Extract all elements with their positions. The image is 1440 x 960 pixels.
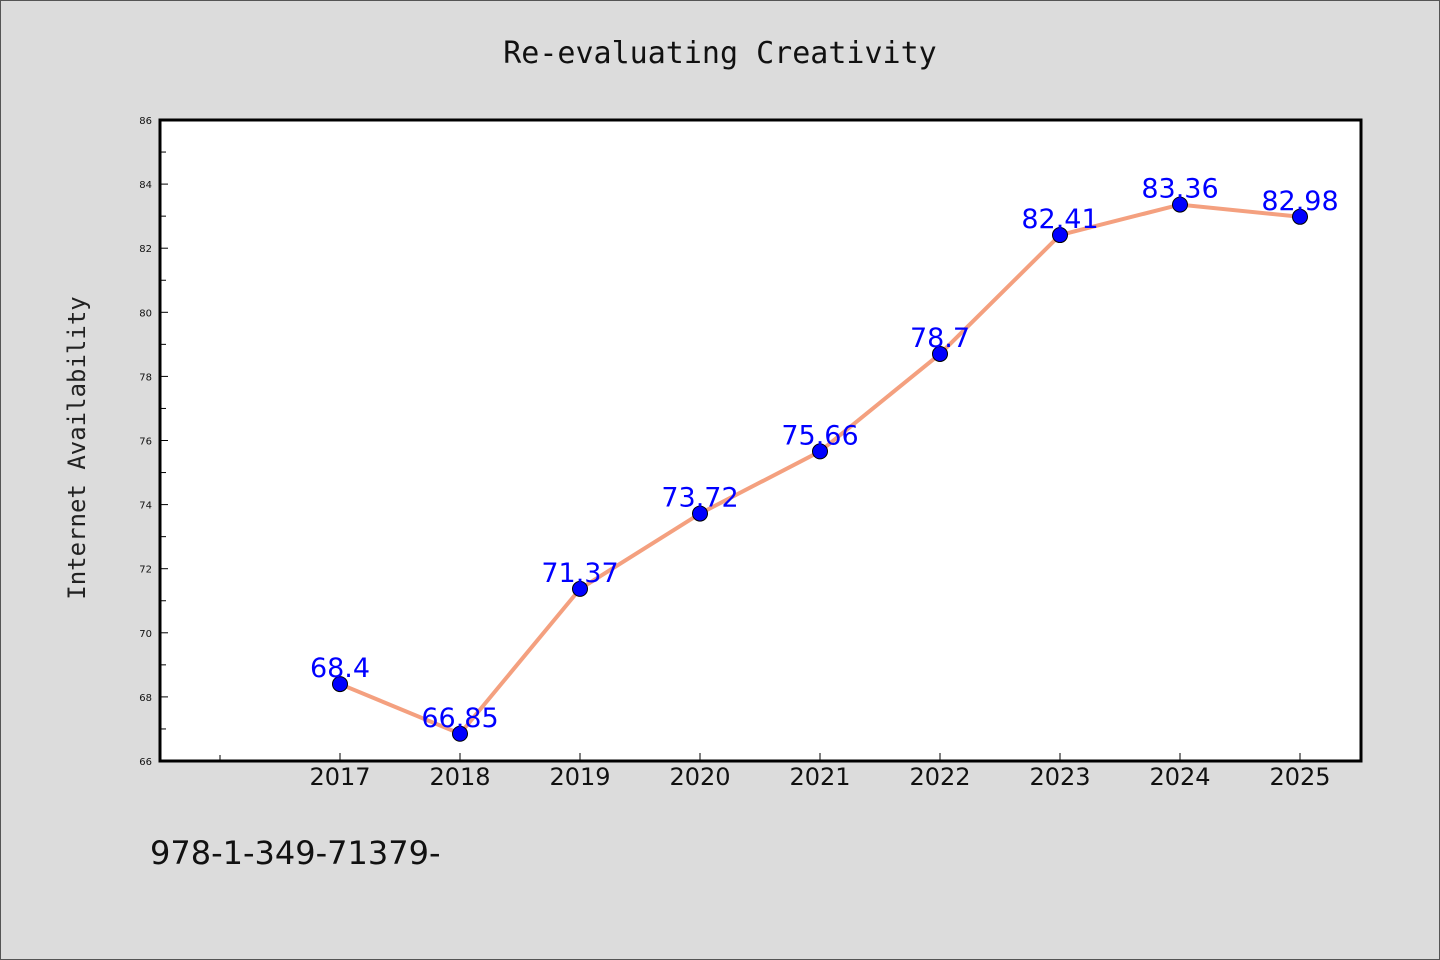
- data-point-marker: [1052, 227, 1068, 244]
- data-point-marker: [1292, 208, 1308, 225]
- x-tick-label: 2017: [309, 763, 370, 791]
- y-tick-label: 86: [139, 116, 152, 127]
- y-tick-label: 82: [139, 244, 152, 255]
- y-tick-label: 70: [139, 629, 152, 640]
- plot-area: [158, 118, 1363, 763]
- data-point-marker: [812, 443, 828, 460]
- x-tick-label: 2019: [549, 763, 610, 791]
- footer-isbn: 978-1-349-71379-: [150, 834, 441, 872]
- data-labels: 68.4 66.85 71.37 73.72 75.66 78.7 82.41 83.36 82…: [310, 174, 1339, 734]
- y-axis-label: Internet Availability: [63, 296, 91, 599]
- data-point-label: 75.66: [781, 420, 858, 451]
- data-point-marker: [1172, 196, 1188, 213]
- x-tick-label: 2021: [789, 763, 850, 791]
- x-tick-label: 2023: [1029, 763, 1090, 791]
- data-point-label: 78.7: [910, 323, 970, 354]
- data-point-marker: [572, 580, 588, 597]
- data-point-label: 71.37: [541, 558, 618, 589]
- x-tick-label: 2025: [1269, 763, 1330, 791]
- data-point-label: 82.41: [1021, 204, 1098, 235]
- chart-title: Re-evaluating Creativity: [503, 36, 936, 71]
- x-tick-label: 2018: [429, 763, 490, 791]
- data-point-marker: [452, 725, 468, 742]
- data-point-label: 83.36: [1141, 174, 1218, 205]
- data-point-marker: [932, 345, 948, 362]
- x-tick-label: 2020: [669, 763, 730, 791]
- x-axis: 2017 2018 2019 2020 2021 2022 2023 2024 2025: [219, 753, 1331, 791]
- y-tick-label: 72: [139, 565, 152, 576]
- y-tick-label: 80: [139, 308, 152, 319]
- data-point-label: 73.72: [661, 483, 738, 514]
- data-point-marker: [332, 676, 348, 693]
- data-point-label: 66.85: [421, 703, 498, 734]
- data-point-label: 82.98: [1261, 186, 1338, 217]
- series-markers: [332, 196, 1308, 742]
- y-tick-label: 78: [139, 372, 152, 383]
- y-tick-label: 68: [139, 693, 152, 704]
- x-tick-label: 2022: [909, 763, 970, 791]
- data-point-marker: [692, 505, 708, 522]
- data-point-label: 68.4: [310, 653, 370, 684]
- y-tick-label: 76: [139, 437, 152, 448]
- y-tick-label: 84: [139, 180, 152, 191]
- y-tick-label: 74: [139, 501, 152, 512]
- y-tick-label: 66: [139, 757, 152, 768]
- y-axis: 66 68 70 72 74 76 78 80 82 84 86: [139, 116, 168, 768]
- x-tick-label: 2024: [1149, 763, 1210, 791]
